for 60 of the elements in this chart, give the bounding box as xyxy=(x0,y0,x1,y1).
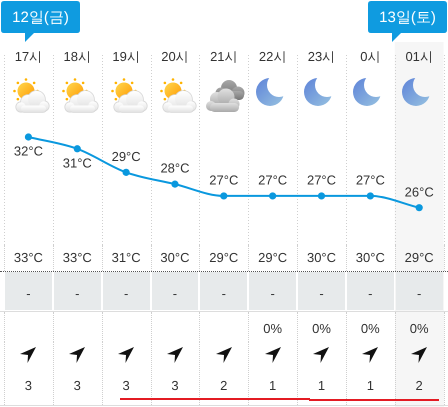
x-tick-label: 01시 xyxy=(405,48,433,64)
text: 2 xyxy=(220,378,228,392)
x-tick-label: 17시 xyxy=(14,48,42,64)
text: 30°C xyxy=(356,250,385,264)
text: 29°C xyxy=(258,250,288,264)
text: 3 xyxy=(122,378,130,392)
text: 30°C xyxy=(306,250,336,264)
x-tick-label: 21시 xyxy=(210,48,238,64)
text: - xyxy=(417,286,422,300)
data-label: 27°C xyxy=(258,172,288,188)
data-label: 32°C xyxy=(14,144,43,159)
point xyxy=(366,192,374,200)
point xyxy=(171,180,179,188)
data-label: 31°C xyxy=(62,155,92,170)
text: - xyxy=(222,286,226,300)
point xyxy=(122,168,130,176)
text: - xyxy=(368,286,372,300)
data-label: 26°C xyxy=(404,184,434,200)
text: 1 xyxy=(366,378,374,392)
text: 1 xyxy=(269,378,276,392)
data-label: 27°C xyxy=(306,172,336,188)
text: - xyxy=(75,286,80,300)
data-label: 27°C xyxy=(209,172,238,188)
text: - xyxy=(26,286,31,300)
x-tick-label: 23시 xyxy=(308,48,336,64)
text: 3 xyxy=(24,378,32,392)
text: 29°C xyxy=(209,250,238,264)
text: - xyxy=(319,286,324,300)
text: 2 xyxy=(416,378,423,392)
text: 33°C xyxy=(62,250,92,264)
text: 13일(토) xyxy=(379,9,436,26)
x-tick-label: 18시 xyxy=(64,48,91,64)
text: 0% xyxy=(410,320,429,336)
text: - xyxy=(172,286,178,300)
text: 3 xyxy=(74,378,81,392)
data-label: 29°C xyxy=(112,148,141,164)
text: 0% xyxy=(312,320,331,336)
text: 31°C xyxy=(112,250,141,264)
text: 30°C xyxy=(160,250,190,264)
text: 3 xyxy=(171,378,179,392)
text: 33°C xyxy=(14,250,43,264)
x-tick-label: 22시 xyxy=(258,48,286,64)
x-tick-label: 0시 xyxy=(360,48,380,64)
text: 12일(금) xyxy=(12,9,69,26)
x-tick-label: 19시 xyxy=(112,48,140,64)
point xyxy=(416,204,423,212)
point xyxy=(24,133,32,141)
text: 29°C xyxy=(404,250,434,264)
point xyxy=(220,192,228,200)
point xyxy=(318,192,326,200)
text: 1 xyxy=(318,378,326,392)
data-label: 27°C xyxy=(356,172,385,188)
text: 0% xyxy=(360,320,380,336)
text: - xyxy=(270,286,275,300)
x-tick-label: 20시 xyxy=(161,48,189,64)
text: 0% xyxy=(263,320,282,336)
text: - xyxy=(124,286,128,300)
point xyxy=(269,192,276,200)
point xyxy=(74,145,81,152)
data-label: 28°C xyxy=(160,160,190,176)
